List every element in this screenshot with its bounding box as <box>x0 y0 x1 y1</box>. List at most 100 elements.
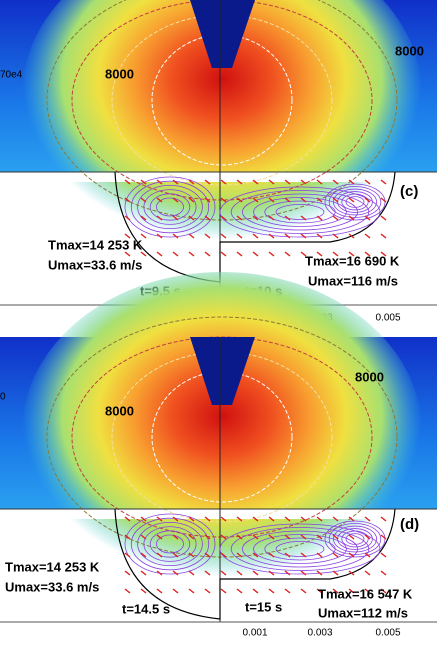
velocity-arrow <box>252 251 259 257</box>
velocity-arrow <box>172 233 179 239</box>
velocity-arrow <box>172 570 179 576</box>
velocity-arrow <box>364 516 371 522</box>
velocity-arrow <box>332 197 339 203</box>
velocity-arrow <box>300 516 307 522</box>
velocity-arrow <box>284 215 291 221</box>
velocity-arrow <box>172 251 179 257</box>
velocity-arrow <box>124 251 131 257</box>
velocity-arrow <box>220 552 227 558</box>
streamline <box>124 176 216 238</box>
umax-label: Umax=33.6 m/s <box>48 257 142 272</box>
velocity-arrow <box>236 534 243 540</box>
velocity-arrow <box>156 251 163 257</box>
contour-label: 8000 <box>105 66 134 81</box>
velocity-arrow <box>140 588 147 594</box>
time-label: t=15 s <box>245 599 282 614</box>
velocity-arrow <box>380 179 387 185</box>
velocity-arrow <box>172 516 179 522</box>
velocity-arrow <box>204 588 211 594</box>
umax-label: Umax=116 m/s <box>308 273 398 288</box>
velocity-arrow <box>156 534 163 540</box>
velocity-arrow <box>364 251 371 257</box>
contour-line <box>71 0 373 201</box>
velocity-arrow <box>316 516 323 522</box>
velocity-arrow <box>156 233 163 239</box>
velocity-arrow <box>252 588 259 594</box>
velocity-arrow <box>124 179 131 185</box>
velocity-arrow <box>252 179 259 185</box>
velocity-arrow <box>332 251 339 257</box>
velocity-arrow <box>380 588 387 594</box>
velocity-arrow <box>172 197 179 203</box>
velocity-arrow <box>220 570 227 576</box>
velocity-arrow <box>300 251 307 257</box>
streamline <box>253 534 347 564</box>
velocity-arrow <box>348 516 355 522</box>
velocity-arrow <box>284 233 291 239</box>
velocity-arrow <box>156 588 163 594</box>
velocity-arrow <box>300 570 307 576</box>
velocity-arrow <box>236 588 243 594</box>
velocity-arrow <box>172 215 179 221</box>
velocity-arrow <box>140 570 147 576</box>
velocity-arrow <box>380 197 387 203</box>
velocity-arrow <box>380 534 387 540</box>
velocity-arrow <box>348 197 355 203</box>
streamline <box>124 513 216 575</box>
nozzle <box>190 0 255 68</box>
velocity-arrow <box>124 588 131 594</box>
velocity-arrow <box>124 534 131 540</box>
velocity-arrow <box>124 552 131 558</box>
velocity-arrow <box>268 534 275 540</box>
tmax-label: Tmax=14 253 K <box>5 559 100 574</box>
velocity-arrow <box>316 197 323 203</box>
velocity-arrow <box>188 197 195 203</box>
velocity-arrow <box>284 570 291 576</box>
tmax-label: Tmax=16 690 K <box>305 253 400 268</box>
velocity-arrow <box>364 179 371 185</box>
contour-line <box>46 316 398 558</box>
velocity-arrow <box>268 251 275 257</box>
velocity-arrow <box>204 197 211 203</box>
streamline <box>143 526 197 562</box>
streamline <box>253 197 347 227</box>
time-label: t=14.5 s <box>122 601 170 616</box>
velocity-arrow <box>380 552 387 558</box>
velocity-arrow <box>300 552 307 558</box>
velocity-arrow <box>316 215 323 221</box>
velocity-arrow <box>364 233 371 239</box>
velocity-arrow <box>124 197 131 203</box>
streamline <box>345 196 365 208</box>
velocity-arrow <box>268 179 275 185</box>
contour-label: 8000 <box>105 403 134 418</box>
velocity-arrow <box>380 233 387 239</box>
velocity-arrow <box>188 251 195 257</box>
velocity-arrow <box>220 251 227 257</box>
velocity-arrow <box>156 516 163 522</box>
streamline <box>332 188 377 216</box>
velocity-arrow <box>348 570 355 576</box>
velocity-arrow <box>252 233 259 239</box>
velocity-arrow <box>268 233 275 239</box>
streamline <box>328 186 382 218</box>
panel-label: (d) <box>400 516 419 533</box>
velocity-arrow <box>332 588 339 594</box>
streamline <box>149 193 191 221</box>
streamline <box>332 525 377 553</box>
streamline <box>143 189 197 225</box>
velocity-arrow <box>172 534 179 540</box>
velocity-arrow <box>140 552 147 558</box>
velocity-arrow <box>348 251 355 257</box>
velocity-arrow <box>188 570 195 576</box>
velocity-arrow <box>156 215 163 221</box>
velocity-arrow <box>172 179 179 185</box>
velocity-arrow <box>300 588 307 594</box>
velocity-arrow <box>252 516 259 522</box>
nozzle <box>190 337 255 405</box>
velocity-arrow <box>188 588 195 594</box>
streamline <box>275 541 325 557</box>
velocity-arrow <box>204 251 211 257</box>
velocity-arrow <box>204 233 211 239</box>
velocity-arrow <box>252 570 259 576</box>
